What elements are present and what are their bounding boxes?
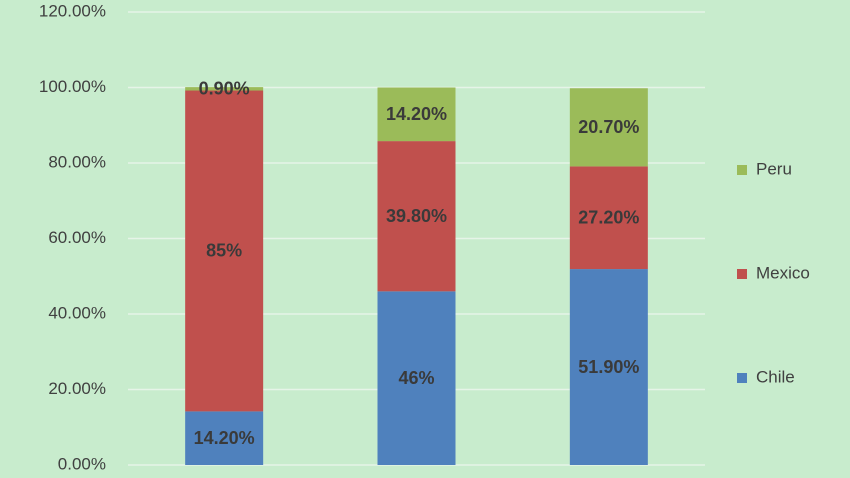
bar-segment xyxy=(377,87,456,142)
bar-segment xyxy=(377,141,456,292)
data-label: 27.20% xyxy=(578,207,639,227)
bar-segment xyxy=(569,88,648,167)
legend-swatch xyxy=(737,269,747,279)
y-tick-label: 80.00% xyxy=(48,152,106,171)
data-label: 14.20% xyxy=(194,428,255,448)
legend-label: Chile xyxy=(756,367,795,386)
data-label: 85% xyxy=(206,241,242,261)
bar-segment xyxy=(185,90,264,412)
bar-segment xyxy=(185,87,264,91)
data-label: 20.70% xyxy=(578,117,639,137)
legend-label: Peru xyxy=(756,159,792,178)
data-label: 51.90% xyxy=(578,357,639,377)
legend-swatch xyxy=(737,165,747,175)
bar-segment xyxy=(185,411,264,465)
y-tick-label: 120.00% xyxy=(39,1,106,20)
data-label: 14.20% xyxy=(386,104,447,124)
y-tick-label: 20.00% xyxy=(48,379,106,398)
y-tick-label: 60.00% xyxy=(48,228,106,247)
bar-segment xyxy=(377,291,456,465)
y-tick-label: 100.00% xyxy=(39,77,106,96)
legend-swatch xyxy=(737,373,747,383)
y-tick-label: 0.00% xyxy=(58,454,106,473)
data-label: 39.80% xyxy=(386,206,447,226)
legend-label: Mexico xyxy=(756,263,810,282)
data-label: 46% xyxy=(398,368,434,388)
bar-segment xyxy=(569,269,648,465)
data-label: 0.90% xyxy=(199,79,250,99)
bar-segment xyxy=(569,166,648,270)
y-tick-label: 40.00% xyxy=(48,303,106,322)
